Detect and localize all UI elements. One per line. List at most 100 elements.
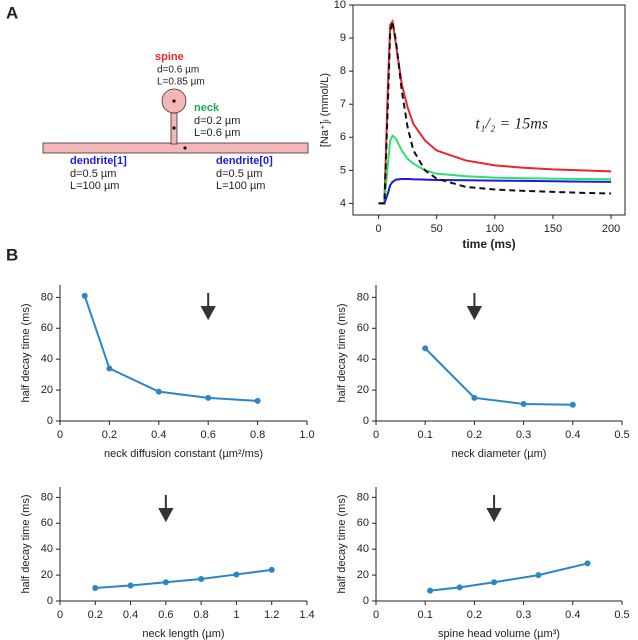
x-tick-label: 0.8 [193,609,208,621]
y-tick-label: 6 [340,131,346,143]
series-line [378,18,612,205]
y-tick-label: 80 [357,491,369,503]
point [155,388,162,395]
arrow [200,293,216,321]
series-line [430,562,588,592]
x-tick-label: 0.3 [516,429,531,441]
x-tick-label: 0.1 [418,609,433,621]
y-tick-label: 40 [357,543,369,555]
y-tick-label: 0 [47,415,53,427]
x-tick-label: 200 [602,223,620,235]
x-tick-label: 0.2 [88,609,103,621]
y-tick-label: 4 [340,197,346,209]
point [205,394,212,401]
point [183,146,187,150]
arrow [466,293,483,321]
x-tick-label: 1 [233,609,239,621]
x-tick-label: 0.4 [151,429,166,441]
x-axis-label: spine head volume (µm³) [438,628,560,640]
x-tick-label: 0.2 [467,429,482,441]
y-tick-label: 60 [41,517,53,529]
point [81,292,88,299]
diagram: spine d=0.6 µm L=0.85 µm neck d=0.2 µm L… [42,51,309,192]
point [106,365,113,372]
y-tick-label: 80 [41,491,53,503]
point [198,575,205,582]
x-tick-label: 0.3 [516,609,531,621]
x-tick-label: 0.2 [467,609,482,621]
axis [375,487,622,602]
x-tick-label: 0 [57,609,63,621]
y-tick-label: 40 [41,543,53,555]
y-tick-label: 0 [363,595,369,607]
x-tick-label: 0.5 [614,609,629,621]
point [92,585,99,592]
neck-l: L=0.6 µm [194,127,240,139]
x-axis-label: neck diffusion constant (µm²/ms) [104,448,263,460]
x-axis-label: neck diameter (µm) [452,448,547,460]
x-tick-label: 0.6 [201,429,216,441]
x-tick-label: 0.4 [565,609,580,621]
x-tick-label: 50 [431,223,443,235]
y-tick-label: 40 [357,353,369,365]
series-line [378,133,612,205]
axis [59,285,307,422]
panel-label: B [6,245,18,264]
y-tick-label: 20 [41,569,53,581]
series-line [378,21,612,205]
y-axis-label: half decay time (ms) [336,494,348,593]
dendrite0-l: L=100 µm [216,180,265,192]
x-tick-label: 1.0 [299,429,314,441]
dendrite0-label: dendrite[0] [216,155,273,167]
panel-label: A [6,3,18,22]
y-tick-label: 0 [363,415,369,427]
x-tick-label: 150 [544,223,562,235]
y-tick-label: 20 [41,384,53,396]
x-tick-label: 100 [486,223,504,235]
y-tick-label: 60 [357,322,369,334]
y-tick-label: 0 [47,595,53,607]
y-tick-label: 10 [334,0,346,11]
point [172,99,176,103]
y-axis-label: half decay time (ms) [336,303,348,402]
y-tick-label: 5 [340,164,346,176]
point [520,401,527,407]
spine-d: d=0.6 µm [157,65,199,76]
point [427,587,434,594]
point [162,579,169,586]
series-line [83,295,258,402]
x-tick-label: 0.8 [250,429,265,441]
axis [352,4,626,216]
dendrite1-d: d=0.5 µm [70,168,116,180]
y-axis-label: half decay time (ms) [20,303,32,402]
spine-l: L=0.85 µm [157,77,205,88]
annotation: t₁/₂ = 15ms [475,115,548,132]
dendrite1-l: L=100 µm [70,180,119,192]
x-tick-label: 0 [57,429,63,441]
series-line [95,568,272,590]
point [172,126,176,130]
x-tick-label: 0.2 [102,429,117,441]
x-tick-label: 0 [373,429,379,441]
x-tick-label: 1.4 [299,609,314,621]
y-tick-label: 80 [357,291,369,303]
y-axis-label: [Na⁺]ᵢ (mmol/L) [319,73,331,147]
y-tick-label: 40 [41,353,53,365]
x-tick-label: 0.4 [565,429,580,441]
arrow [158,495,174,523]
y-tick-label: 7 [340,98,346,110]
point [491,579,498,586]
series-line [378,177,612,205]
y-tick-label: 80 [41,291,53,303]
y-tick-label: 60 [41,322,53,334]
y-tick-label: 60 [357,517,369,529]
dendrite0-d: d=0.5 µm [216,168,262,180]
point [233,571,240,578]
x-tick-label: 0.1 [418,429,433,441]
y-tick-label: 20 [357,569,369,581]
x-tick-label: 0.6 [158,609,173,621]
x-tick-label: 0.4 [123,609,138,621]
point [422,345,429,352]
point [456,584,463,591]
